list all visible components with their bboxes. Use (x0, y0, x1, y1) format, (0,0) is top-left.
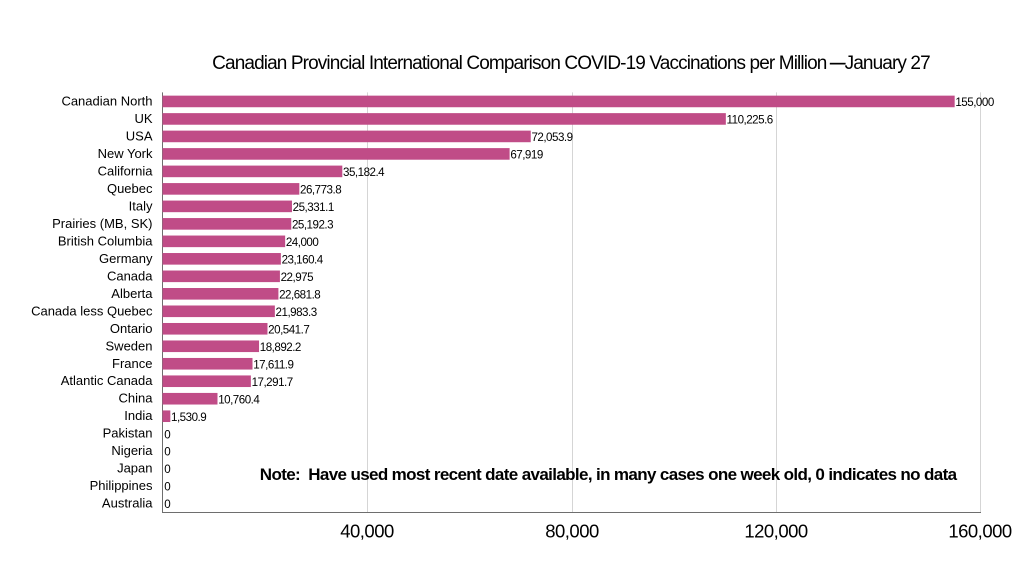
svg-text:Canadian Provincial Internatio: Canadian Provincial International Compar… (212, 53, 930, 74)
svg-text:Note: Have used most recent d: Note: Have used most recent date availab… (260, 465, 958, 484)
svg-text:17,291.7: 17,291.7 (252, 376, 293, 389)
svg-text:0: 0 (164, 481, 170, 494)
svg-text:Canada less Quebec: Canada less Quebec (31, 303, 153, 318)
svg-text:Italy: Italy (129, 198, 153, 213)
svg-text:22,975: 22,975 (281, 271, 314, 284)
svg-text:0: 0 (164, 428, 170, 441)
svg-text:72,053.9: 72,053.9 (531, 131, 572, 144)
svg-text:0: 0 (164, 498, 170, 511)
svg-text:Japan: Japan (117, 461, 152, 476)
svg-text:USA: USA (126, 128, 153, 143)
svg-text:18,892.2: 18,892.2 (260, 341, 301, 354)
svg-text:1,530.9: 1,530.9 (171, 411, 206, 424)
svg-text:Prairies (MB, SK): Prairies (MB, SK) (52, 216, 152, 231)
svg-text:Philippines: Philippines (90, 478, 153, 493)
svg-text:80,000: 80,000 (545, 521, 599, 542)
svg-text:Ontario: Ontario (110, 321, 153, 336)
svg-text:0: 0 (164, 446, 170, 459)
svg-text:Sweden: Sweden (106, 338, 153, 353)
svg-text:Pakistan: Pakistan (103, 426, 153, 441)
svg-text:67,919: 67,919 (510, 148, 543, 161)
svg-text:110,225.6: 110,225.6 (727, 113, 773, 126)
svg-text:25,192.3: 25,192.3 (292, 218, 333, 231)
svg-text:Nigeria: Nigeria (111, 443, 153, 458)
svg-text:35,182.4: 35,182.4 (343, 166, 385, 179)
svg-text:10,760.4: 10,760.4 (218, 393, 260, 406)
svg-text:British Columbia: British Columbia (58, 233, 153, 248)
svg-text:India: India (124, 408, 153, 423)
svg-text:25,331.1: 25,331.1 (293, 201, 334, 214)
svg-text:24,000: 24,000 (286, 236, 319, 249)
svg-text:0: 0 (164, 463, 170, 476)
svg-text:Canada: Canada (107, 268, 153, 283)
svg-text:Atlantic Canada: Atlantic Canada (61, 373, 154, 388)
svg-text:40,000: 40,000 (340, 521, 394, 542)
svg-text:China: China (119, 391, 154, 406)
svg-text:New York: New York (98, 146, 153, 161)
svg-text:California: California (98, 163, 154, 178)
svg-text:France: France (112, 356, 152, 371)
svg-text:Quebec: Quebec (107, 181, 153, 196)
svg-text:Canadian North: Canadian North (61, 93, 152, 108)
svg-text:17,611.9: 17,611.9 (253, 358, 293, 371)
svg-text:160,000: 160,000 (948, 521, 1012, 542)
svg-text:Germany: Germany (99, 251, 153, 266)
svg-text:23,160.4: 23,160.4 (282, 253, 324, 266)
svg-text:Australia: Australia (102, 496, 153, 511)
svg-text:UK: UK (134, 111, 152, 126)
svg-text:155,000: 155,000 (955, 96, 993, 109)
svg-text:120,000: 120,000 (744, 521, 808, 542)
svg-text:22,681.8: 22,681.8 (279, 288, 320, 301)
svg-text:21,983.3: 21,983.3 (276, 306, 317, 319)
svg-text:26,773.8: 26,773.8 (300, 183, 341, 196)
svg-text:Alberta: Alberta (111, 286, 153, 301)
svg-text:20,541.7: 20,541.7 (268, 323, 309, 336)
